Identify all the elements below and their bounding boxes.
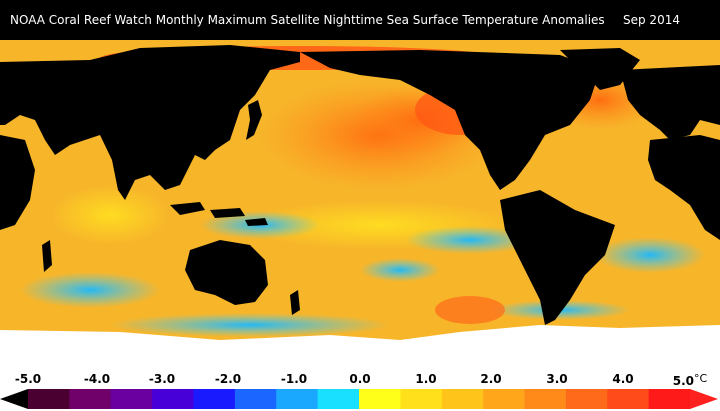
colorbar: -5.0 -4.0 -3.0 -2.0 -1.0 0.0 1.0 2.0 3.0… — [0, 372, 720, 411]
tick-label: 4.0 — [612, 372, 634, 386]
tick-label: 3.0 — [546, 372, 568, 386]
colorbar-swatch — [69, 389, 112, 409]
tick-label: 1.0 — [415, 372, 437, 386]
map-title: NOAA Coral Reef Watch Monthly Maximum Sa… — [10, 13, 605, 27]
new-zealand-island — [290, 290, 300, 315]
tick-label: -1.0 — [280, 372, 308, 386]
colorbar-swatch — [648, 389, 691, 409]
south-america-landmass — [500, 190, 615, 325]
tick-label: -5.0 — [14, 372, 42, 386]
madagascar-island — [42, 240, 52, 272]
australia-landmass — [185, 240, 268, 305]
north-america-landmass — [300, 50, 600, 190]
colorbar-swatch — [400, 389, 443, 409]
colorbar-swatch — [110, 389, 153, 409]
colorbar-swatch — [359, 389, 401, 409]
africa-landmass — [648, 135, 720, 240]
antarctic-sea-ice — [0, 325, 720, 360]
colorbar-swatch — [607, 389, 650, 409]
japan-islands — [246, 100, 262, 140]
sst-anomaly-map — [0, 40, 720, 360]
colorbar-swatch — [441, 389, 484, 409]
colorbar-right-extension — [690, 389, 718, 409]
colorbar-scale — [0, 389, 718, 409]
colorbar-swatch — [483, 389, 525, 409]
landmasses — [0, 45, 720, 325]
tick-label: 2.0 — [480, 372, 502, 386]
eurasia-landmass — [0, 45, 300, 200]
indonesia-islands — [170, 202, 268, 226]
tick-label-max: 5.0°C — [672, 372, 708, 388]
map-title-bar: NOAA Coral Reef Watch Monthly Maximum Sa… — [0, 0, 720, 40]
colorbar-swatch — [524, 389, 567, 409]
southern-ocean-cool — [110, 313, 390, 337]
south-warm-patch — [435, 296, 505, 324]
south-pacific-cool-anomaly-2 — [360, 258, 440, 282]
indian-ocean-warm — [50, 185, 170, 245]
tick-label: -4.0 — [83, 372, 111, 386]
colorbar-swatch — [234, 389, 277, 409]
europe-west-landmass — [620, 65, 720, 140]
colorbar-swatch — [193, 389, 236, 409]
africa-east-landmass — [0, 135, 35, 230]
indian-ocean-cool — [20, 272, 160, 308]
south-pacific-cool-anomaly — [405, 226, 535, 254]
south-atlantic-cool — [595, 237, 705, 273]
colorbar-swatch — [152, 389, 194, 409]
colorbar-swatch — [276, 389, 319, 409]
tick-label: 0.0 — [349, 372, 371, 386]
unit-label: °C — [694, 372, 708, 385]
map-date: Sep 2014 — [623, 13, 680, 27]
colorbar-swatch — [565, 389, 608, 409]
colorbar-left-extension — [0, 389, 28, 409]
tick-label: -3.0 — [148, 372, 176, 386]
colorbar-swatch — [28, 389, 70, 409]
tick-label: -2.0 — [214, 372, 242, 386]
greenland-landmass — [560, 48, 640, 90]
colorbar-swatch — [317, 389, 360, 409]
